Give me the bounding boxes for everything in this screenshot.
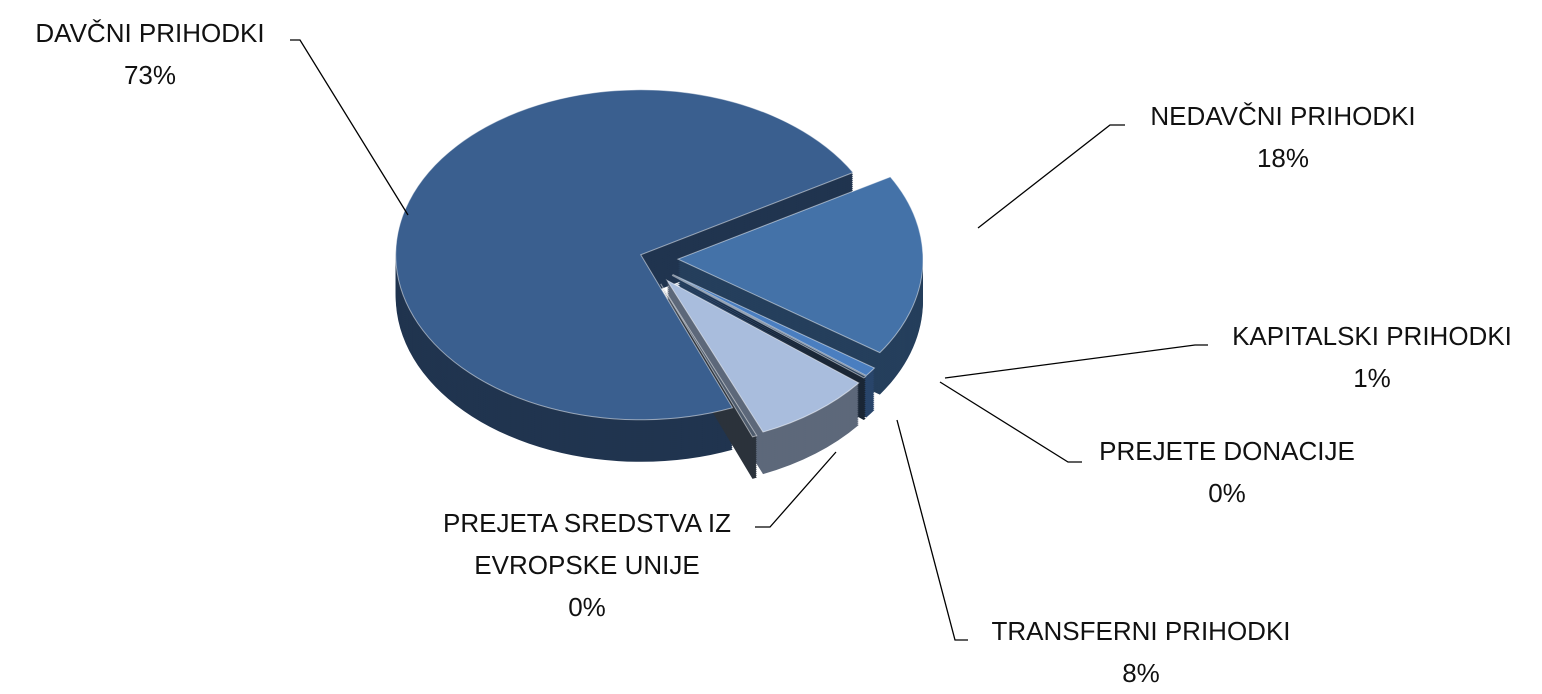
side-layer bbox=[672, 277, 866, 380]
data-label: NEDAVČNI PRIHODKI 18% bbox=[1113, 95, 1453, 179]
value-label: 0% bbox=[568, 592, 606, 622]
slice bbox=[676, 176, 924, 354]
leader-line bbox=[755, 451, 837, 528]
slice bbox=[660, 283, 758, 438]
data-label: DAVČNI PRIHODKI 73% bbox=[0, 12, 310, 96]
value-label: 73% bbox=[123, 60, 177, 90]
value-label: 18% bbox=[1256, 143, 1310, 173]
data-label: TRANSFERNI PRIHODKI 8% bbox=[961, 610, 1321, 694]
data-label: PREJETE DONACIJE 0% bbox=[1067, 430, 1387, 514]
data-label: PREJETA SREDSTVA IZ EVROPSKE UNIJE 0% bbox=[422, 502, 752, 628]
value-label: 0% bbox=[1208, 478, 1246, 508]
category-name: PREJETA SREDSTVA IZ EVROPSKE UNIJE bbox=[443, 508, 731, 580]
category-name: PREJETE DONACIJE bbox=[1099, 436, 1355, 466]
leader-line bbox=[977, 124, 1125, 229]
slice bbox=[671, 274, 867, 379]
category-name: TRANSFERNI PRIHODKI bbox=[991, 616, 1291, 646]
category-name: KAPITALSKI PRIHODKI bbox=[1232, 321, 1512, 351]
leader-line bbox=[939, 381, 1082, 463]
side-layer bbox=[672, 281, 866, 384]
category-name: NEDAVČNI PRIHODKI bbox=[1150, 101, 1416, 131]
side-layer bbox=[672, 279, 866, 382]
leader-line bbox=[290, 39, 409, 216]
value-label: 8% bbox=[1122, 658, 1160, 688]
leader-line bbox=[944, 344, 1208, 379]
leader-line bbox=[896, 419, 968, 641]
data-label: KAPITALSKI PRIHODKI 1% bbox=[1202, 315, 1542, 399]
value-label: 1% bbox=[1353, 363, 1391, 393]
slice bbox=[395, 89, 854, 421]
slice bbox=[665, 278, 860, 433]
slice-tops bbox=[395, 89, 924, 438]
category-name: DAVČNI PRIHODKI bbox=[35, 18, 265, 48]
slice bbox=[672, 274, 876, 377]
